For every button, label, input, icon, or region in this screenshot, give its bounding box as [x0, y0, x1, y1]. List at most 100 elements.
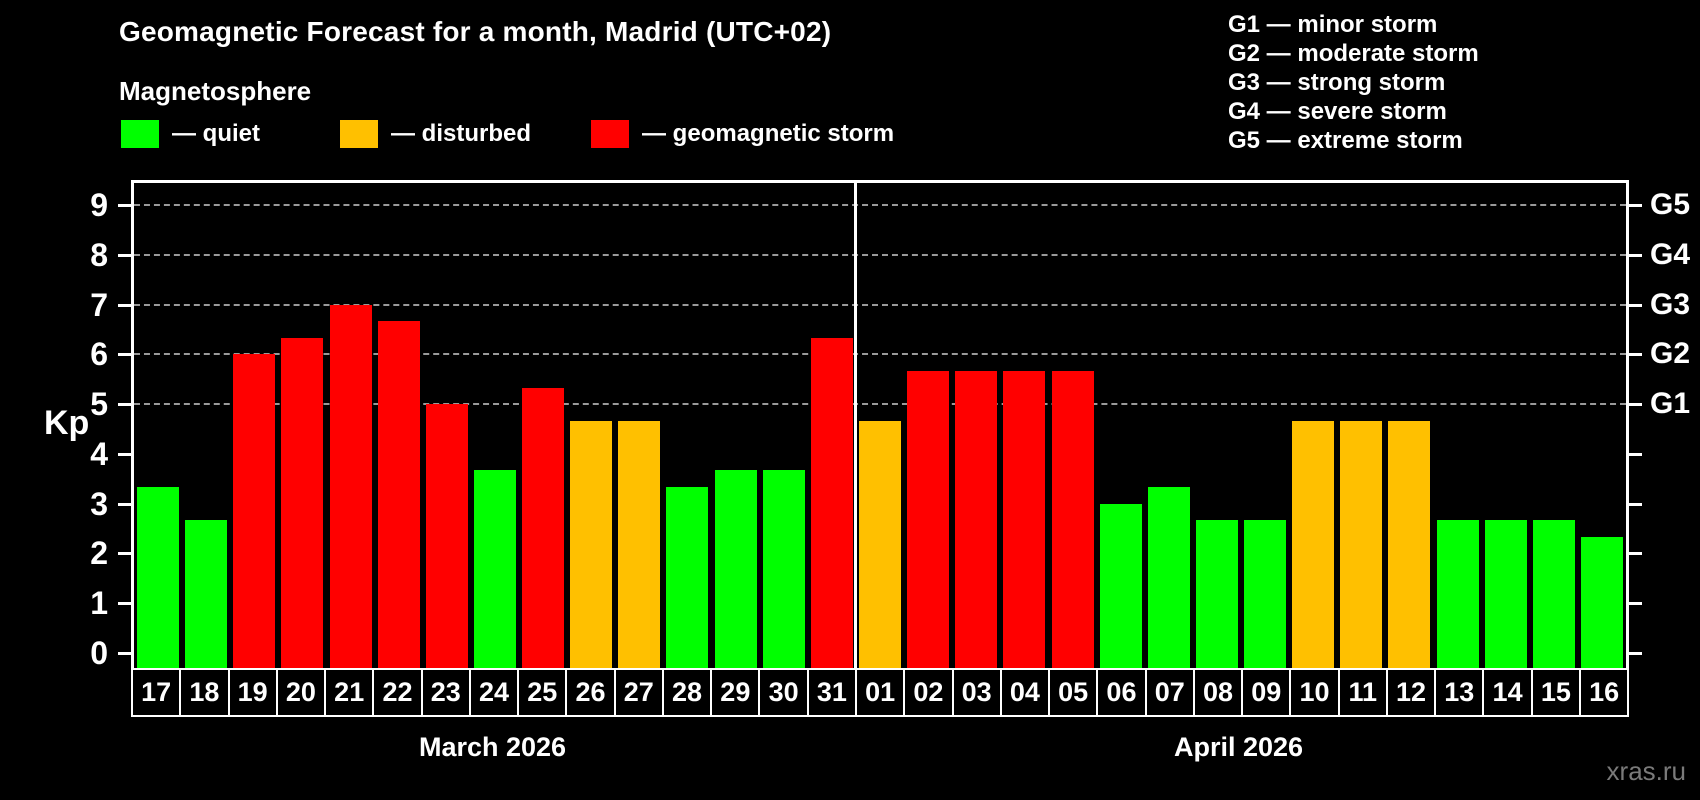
- kp-bar-20: [281, 337, 324, 671]
- gridline-kp-8: [134, 253, 1626, 256]
- kp-bar-26: [570, 420, 613, 671]
- kp-bar-29: [714, 470, 757, 671]
- kp-bar-22: [377, 320, 420, 671]
- legend-label: — geomagnetic storm: [642, 120, 895, 147]
- day-label: 31: [806, 668, 857, 717]
- kp-bar-05: [1051, 370, 1094, 671]
- legend-item-disturbed: — disturbed: [340, 120, 531, 148]
- day-label: 20: [275, 668, 327, 717]
- right-tick: [1629, 602, 1642, 606]
- legend-item-storm: — geomagnetic storm: [591, 120, 894, 148]
- day-label: 03: [951, 668, 1002, 717]
- left-tick: [118, 353, 131, 357]
- kp-bar-11: [1340, 420, 1383, 671]
- day-label: 22: [372, 668, 423, 717]
- kp-bar-15: [1532, 520, 1575, 671]
- gridline-kp-5: [134, 403, 1626, 406]
- right-tick: [1629, 552, 1642, 556]
- right-tick: [1629, 403, 1642, 407]
- g-tick-label: G3: [1650, 287, 1691, 321]
- day-label: 24: [468, 668, 520, 717]
- day-label: 16: [1578, 668, 1630, 717]
- left-tick: [118, 602, 131, 606]
- g-tick-label: G1: [1650, 387, 1691, 421]
- g-scale-line: G2 — moderate storm: [1228, 40, 1479, 67]
- left-tick: [118, 403, 131, 407]
- kp-bar-06: [1099, 503, 1142, 671]
- kp-bar-12: [1388, 420, 1431, 671]
- day-label: 06: [1096, 668, 1147, 717]
- day-label: 13: [1434, 668, 1485, 717]
- page-title: Geomagnetic Forecast for a month, Madrid…: [119, 16, 832, 47]
- left-tick: [118, 452, 131, 456]
- kp-bar-02: [907, 370, 950, 671]
- left-tick: [118, 303, 131, 307]
- day-label: 21: [324, 668, 375, 717]
- day-label: 09: [1241, 668, 1292, 717]
- gridline-kp-6: [134, 353, 1626, 356]
- storm-swatch-icon: [591, 120, 630, 148]
- gridline-kp-9: [134, 203, 1626, 206]
- y-tick-label: 1: [90, 585, 108, 622]
- day-label: 15: [1530, 668, 1581, 717]
- day-label: 01: [854, 668, 906, 717]
- day-label: 14: [1482, 668, 1533, 717]
- y-axis-label: Kp: [44, 404, 90, 442]
- day-label: 11: [1337, 668, 1388, 717]
- gridline-kp-7: [134, 303, 1626, 306]
- kp-bar-27: [618, 420, 661, 671]
- kp-bar-21: [329, 304, 372, 671]
- quiet-swatch-icon: [121, 120, 159, 148]
- kp-bar-19: [233, 354, 276, 671]
- left-tick: [118, 652, 131, 655]
- day-label: 25: [517, 668, 568, 717]
- month-label-march: March 2026: [418, 732, 567, 762]
- y-tick-label: 8: [90, 236, 108, 273]
- g-scale-line: G4 — severe storm: [1228, 98, 1447, 125]
- right-tick: [1629, 353, 1642, 357]
- y-tick-label: 9: [90, 186, 108, 223]
- kp-bar-01: [859, 420, 901, 671]
- right-tick: [1629, 253, 1642, 257]
- day-label: 23: [420, 668, 471, 717]
- kp-bar-18: [185, 520, 228, 671]
- right-tick: [1629, 303, 1642, 307]
- storm-scale-legend: G1 — minor storm G2 — moderate storm G3 — …: [1228, 10, 1479, 155]
- day-label: 18: [179, 668, 230, 717]
- y-tick-label: 0: [90, 635, 108, 671]
- kp-bar-09: [1244, 520, 1287, 671]
- right-tick: [1629, 652, 1642, 655]
- day-label: 10: [1289, 668, 1340, 717]
- day-label: 26: [565, 668, 616, 717]
- left-tick: [118, 253, 131, 257]
- g-scale-line: G5 — extreme storm: [1228, 127, 1463, 154]
- left-tick: [118, 203, 131, 207]
- kp-bar-14: [1484, 520, 1527, 671]
- right-tick: [1629, 203, 1642, 207]
- kp-bar-07: [1147, 487, 1190, 671]
- kp-bar-13: [1436, 520, 1479, 671]
- kp-bar-08: [1195, 520, 1238, 671]
- g-scale-line: G1 — minor storm: [1228, 11, 1438, 38]
- day-label: 29: [710, 668, 761, 717]
- day-label: 19: [227, 668, 278, 717]
- right-tick: [1629, 502, 1642, 506]
- kp-bar-03: [955, 370, 998, 671]
- legend-label: — disturbed: [391, 120, 532, 147]
- legend-label: — quiet: [172, 120, 260, 147]
- magnetosphere-label: Magnetosphere: [119, 76, 312, 106]
- y-tick-label: 6: [90, 336, 108, 373]
- left-tick: [118, 502, 131, 506]
- day-label: 30: [758, 668, 809, 717]
- g-tick-label: G4: [1650, 237, 1691, 271]
- kp-bar-17: [137, 487, 180, 671]
- day-label: 04: [999, 668, 1051, 717]
- day-label: 02: [903, 668, 954, 717]
- kp-bar-04: [1003, 370, 1046, 671]
- kp-bar-23: [425, 404, 468, 671]
- watermark: xras.ru: [1606, 756, 1686, 786]
- day-label: 27: [613, 668, 664, 717]
- plot-area: 0 1 2 3 4 5 6 7 8 9 G1 G2 G3 G4 G5: [90, 180, 1690, 674]
- day-label: 05: [1048, 668, 1099, 717]
